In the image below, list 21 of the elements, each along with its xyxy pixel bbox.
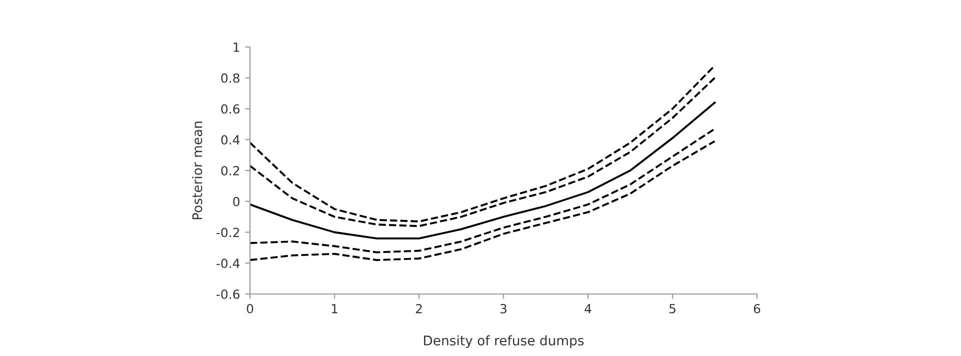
line-series xyxy=(250,140,716,262)
y-tick-label: -0.2 xyxy=(216,228,240,238)
y-tick-label: 0.6 xyxy=(221,104,240,114)
y-tick-label: 0.2 xyxy=(221,166,240,176)
x-tick-label: 5 xyxy=(669,304,676,314)
x-tick-label: 0 xyxy=(246,304,254,314)
x-tick-label: 2 xyxy=(416,304,422,314)
x-tick-label: 4 xyxy=(584,304,592,314)
line-series xyxy=(250,128,716,254)
y-tick-label: -0.4 xyxy=(216,258,240,268)
x-axis-title: Density of refuse dumps xyxy=(424,335,584,348)
x-tick-label: 6 xyxy=(754,304,760,314)
line-series xyxy=(250,102,716,240)
y-tick-label: 0 xyxy=(233,196,240,206)
y-tick-label: 0.4 xyxy=(221,135,240,145)
x-tick-label: 1 xyxy=(332,304,338,314)
y-tick-label: 1 xyxy=(234,42,240,52)
y-axis-title: Posterior mean xyxy=(192,122,202,220)
y-tick-label: -0.6 xyxy=(216,289,240,299)
y-tick-label: 0.8 xyxy=(221,73,240,83)
x-tick-label: 3 xyxy=(500,304,506,314)
